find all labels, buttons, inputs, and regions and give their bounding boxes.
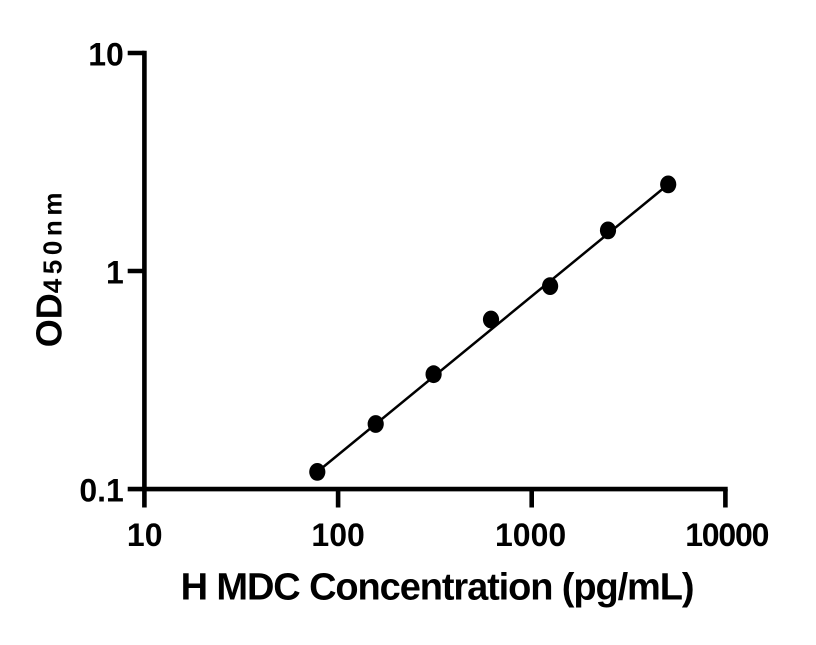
svg-text:10000: 10000 (685, 517, 768, 553)
svg-text:H MDC Concentration (pg/mL): H MDC Concentration (pg/mL) (181, 567, 694, 609)
svg-text:100: 100 (311, 517, 364, 553)
svg-text:10: 10 (127, 517, 163, 553)
svg-text:1000: 1000 (495, 517, 566, 553)
svg-text:0.1: 0.1 (79, 473, 123, 509)
svg-text:1: 1 (106, 255, 124, 291)
svg-text:10: 10 (88, 37, 124, 73)
